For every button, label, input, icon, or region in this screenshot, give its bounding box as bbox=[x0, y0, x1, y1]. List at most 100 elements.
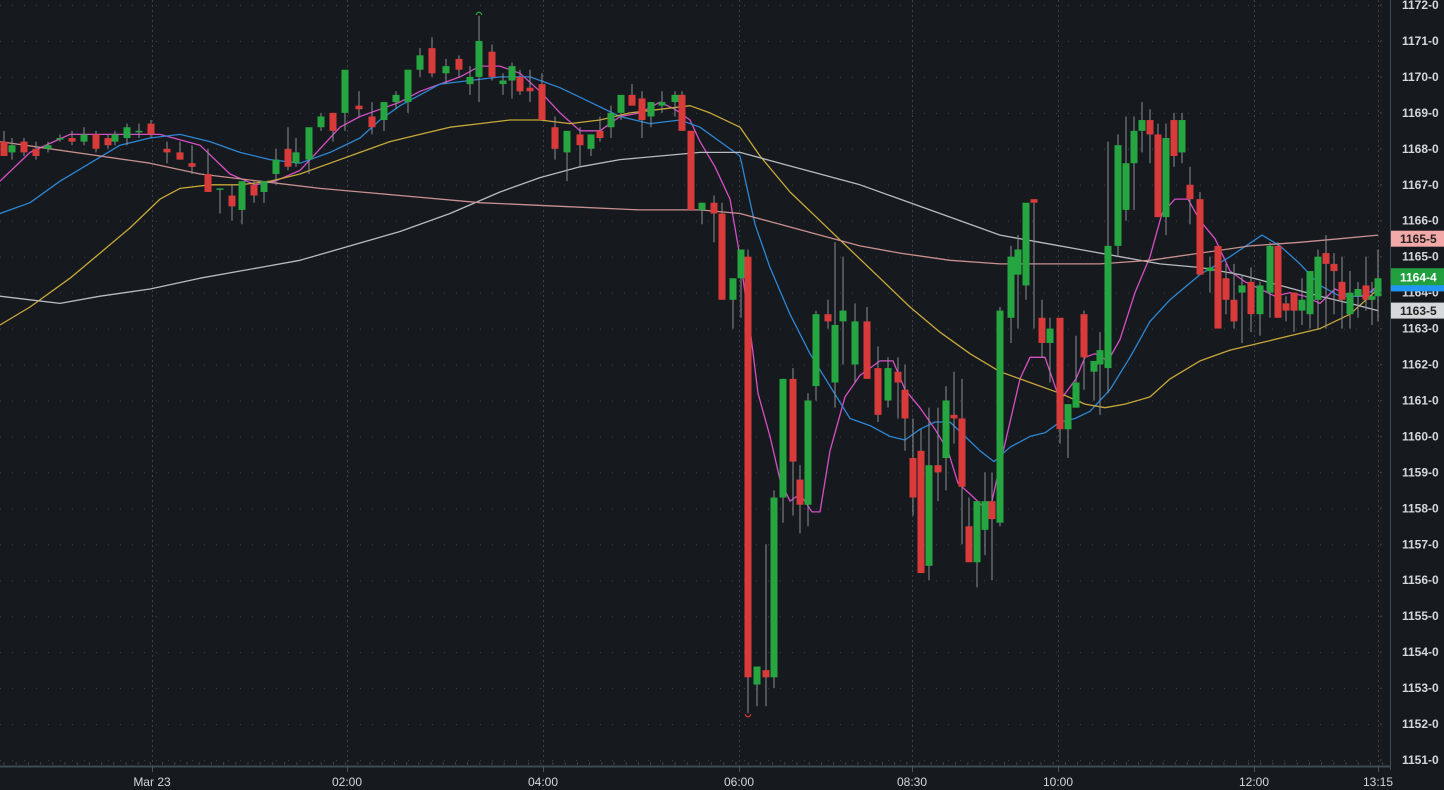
candle bbox=[831, 242, 839, 408]
candle bbox=[934, 407, 942, 502]
price-tick-label: 1153-0 bbox=[1402, 681, 1439, 695]
candle bbox=[1368, 281, 1376, 325]
candle bbox=[779, 378, 787, 523]
candle bbox=[1154, 123, 1162, 218]
candle bbox=[874, 346, 882, 423]
candle-body bbox=[638, 98, 646, 121]
low-marker-icon bbox=[744, 713, 752, 718]
candle-body bbox=[1214, 245, 1222, 329]
candle bbox=[1170, 112, 1178, 167]
candle bbox=[526, 69, 534, 103]
candle-body bbox=[0, 141, 8, 156]
candle-body bbox=[260, 181, 268, 192]
candle bbox=[1256, 281, 1264, 336]
candle bbox=[488, 44, 496, 81]
candle bbox=[1214, 245, 1222, 329]
candle-body bbox=[563, 130, 571, 153]
candle bbox=[188, 145, 196, 174]
candle-body bbox=[1146, 120, 1154, 135]
candle bbox=[617, 94, 625, 121]
candle bbox=[416, 48, 424, 77]
candle-body bbox=[1154, 134, 1162, 218]
candle bbox=[988, 472, 996, 581]
candle-body bbox=[1178, 120, 1186, 153]
candle-body bbox=[32, 148, 40, 156]
candle bbox=[228, 184, 236, 221]
candle-body bbox=[250, 184, 258, 196]
candle-body bbox=[1230, 299, 1238, 322]
candle bbox=[576, 127, 584, 167]
candle-body bbox=[1238, 285, 1246, 293]
candle bbox=[812, 310, 820, 401]
candle bbox=[628, 84, 636, 106]
price-tick-label: 1172-0 bbox=[1402, 0, 1439, 12]
candle bbox=[1362, 256, 1370, 311]
candle-body bbox=[80, 134, 88, 142]
candle bbox=[455, 55, 463, 77]
candle-body bbox=[965, 526, 973, 563]
candle bbox=[744, 249, 752, 714]
candle-body bbox=[1274, 245, 1282, 318]
candle-body bbox=[824, 314, 832, 322]
time-axis[interactable]: Mar 23 02:00 04:00 06:00 08:30 10:00 12:00 13:1… bbox=[133, 766, 1393, 789]
candle bbox=[607, 105, 615, 139]
candle bbox=[92, 130, 100, 153]
candle bbox=[925, 407, 933, 581]
candle-body bbox=[329, 112, 337, 131]
candle-body bbox=[1038, 317, 1046, 343]
candle-body bbox=[628, 94, 636, 106]
candle-body bbox=[526, 87, 534, 92]
time-tick-label: 02:00 bbox=[332, 775, 362, 789]
candle-body bbox=[1064, 404, 1072, 430]
high-marker-icon bbox=[475, 11, 483, 16]
candle bbox=[1030, 199, 1038, 329]
candle-body bbox=[551, 127, 559, 149]
candle-body bbox=[710, 202, 718, 214]
candle-body bbox=[428, 48, 436, 74]
candle-body bbox=[1014, 249, 1022, 275]
candle-body bbox=[475, 40, 483, 77]
candle-body bbox=[516, 76, 524, 92]
candle-body bbox=[135, 130, 143, 133]
candle-body bbox=[380, 102, 388, 121]
candle bbox=[839, 256, 847, 365]
candle-body bbox=[942, 400, 950, 458]
candle-body bbox=[188, 163, 196, 167]
candle bbox=[317, 112, 325, 131]
candle-body bbox=[1030, 199, 1038, 203]
candle bbox=[1114, 134, 1122, 257]
ma-line bbox=[0, 65, 1379, 513]
candle bbox=[789, 368, 797, 516]
candle-body bbox=[884, 368, 892, 401]
candle-body bbox=[973, 501, 981, 563]
candle-body bbox=[950, 414, 958, 419]
candle bbox=[1146, 109, 1154, 164]
candle bbox=[68, 130, 76, 146]
candle bbox=[111, 130, 119, 146]
candle-body bbox=[917, 450, 925, 574]
candle bbox=[392, 91, 400, 110]
candle-body bbox=[68, 138, 76, 142]
candle-body bbox=[671, 94, 679, 103]
candle bbox=[647, 102, 655, 128]
candle bbox=[1290, 292, 1298, 333]
candle bbox=[863, 307, 871, 379]
price-axis[interactable]: 1172-0 1171-0 1170-0 1169-0 1168-0 1167-0 1166… bbox=[1380, 0, 1439, 767]
price-tick-label: 1157-0 bbox=[1402, 537, 1439, 551]
price-tick-label: 1151-0 bbox=[1402, 753, 1439, 767]
candle-body bbox=[737, 249, 745, 279]
candle bbox=[1314, 249, 1322, 329]
price-tick-label: 1160-0 bbox=[1402, 429, 1439, 443]
candle bbox=[753, 666, 761, 707]
candle-body bbox=[698, 202, 706, 210]
candle-body bbox=[1290, 292, 1298, 311]
candle bbox=[329, 112, 337, 142]
candle-body bbox=[779, 378, 787, 498]
candle-body bbox=[466, 76, 474, 85]
candle-body bbox=[996, 310, 1004, 523]
candle bbox=[123, 123, 131, 146]
candle-body bbox=[839, 310, 847, 322]
price-tick-label: 1155-0 bbox=[1402, 609, 1439, 623]
